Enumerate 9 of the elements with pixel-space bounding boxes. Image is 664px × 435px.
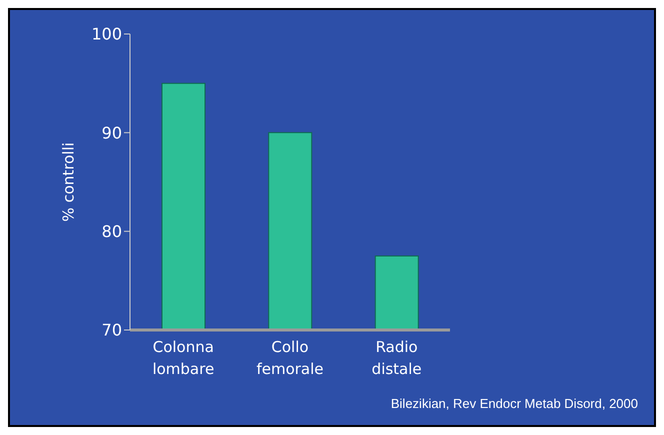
y-axis-title: % controlli bbox=[59, 142, 78, 222]
x-tick-label: Radio distale bbox=[372, 338, 422, 378]
text: Bilezikian, Rev Endocr Metab Disord, 2000 bbox=[390, 396, 638, 411]
y-tick-label: 100 bbox=[91, 24, 122, 44]
y-tick-label: 90 bbox=[102, 123, 122, 142]
y-tick-label: 70 bbox=[102, 320, 122, 340]
x-tick-label: Colonna lombare bbox=[152, 338, 214, 378]
x-tick-label: Collo femorale bbox=[256, 338, 324, 378]
y-tick-label: 80 bbox=[102, 222, 122, 242]
